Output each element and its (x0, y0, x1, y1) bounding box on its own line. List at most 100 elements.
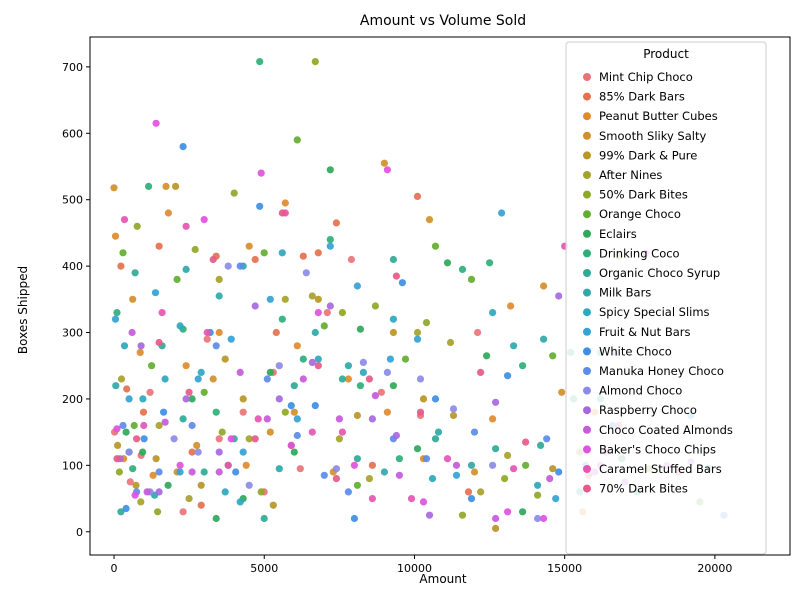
data-point (188, 468, 196, 476)
data-point (115, 468, 123, 476)
data-point (158, 309, 166, 317)
legend-marker (583, 367, 591, 375)
data-point (137, 342, 145, 350)
data-point (266, 428, 274, 436)
data-point (534, 491, 542, 499)
data-point (458, 511, 467, 519)
data-point (125, 395, 133, 403)
data-point (179, 415, 187, 423)
data-point (323, 309, 331, 317)
data-point (136, 348, 144, 356)
data-point (182, 222, 190, 230)
data-point (130, 421, 138, 430)
data-point (452, 471, 461, 479)
data-point (314, 295, 322, 303)
data-point (299, 375, 307, 383)
data-point (203, 328, 211, 337)
data-point (320, 471, 328, 479)
data-point (498, 209, 506, 217)
x-axis-label: Amount (419, 572, 466, 586)
data-point (332, 475, 340, 483)
data-point (467, 495, 476, 503)
data-point (215, 448, 223, 456)
data-point (386, 355, 394, 363)
data-point (470, 428, 479, 436)
data-point (260, 514, 268, 523)
data-point (489, 461, 497, 469)
data-point (537, 441, 545, 449)
data-point (314, 249, 322, 257)
data-point (110, 184, 118, 192)
data-point (383, 166, 391, 174)
data-point (215, 328, 223, 337)
legend-marker (583, 229, 591, 238)
legend-label: Spicy Special Slims (599, 305, 710, 319)
data-point (112, 382, 120, 390)
y-tick-label: 0 (76, 526, 83, 539)
data-point (422, 319, 431, 327)
data-point (377, 388, 385, 396)
data-point (549, 352, 557, 360)
data-point (308, 358, 316, 366)
data-point (470, 468, 479, 476)
data-point (419, 395, 428, 403)
data-point (117, 375, 126, 383)
x-axis-ticks: 0 5000 10000 15000 20000 (111, 555, 732, 575)
data-point (200, 468, 208, 476)
data-point (215, 292, 223, 300)
data-point (172, 182, 180, 190)
data-point (117, 262, 125, 270)
legend-items: Mint Chip Choco 85% Dark Bars Peanut Butte… (583, 70, 733, 496)
data-point (212, 514, 220, 523)
data-point (326, 242, 334, 250)
data-point (218, 428, 226, 436)
data-point (416, 408, 425, 416)
legend-label: Organic Choco Syrup (599, 266, 720, 280)
data-point (256, 58, 264, 66)
legend-label: Drinking Coco (599, 246, 680, 260)
data-point (483, 352, 491, 360)
x-tick-label: 10000 (397, 562, 432, 575)
data-point (311, 328, 319, 337)
data-point (256, 202, 264, 210)
data-point (401, 355, 410, 363)
data-point (188, 395, 196, 403)
data-point (344, 375, 352, 383)
data-point (113, 455, 121, 463)
data-point (245, 435, 253, 443)
y-tick-label: 300 (62, 327, 83, 340)
legend-marker (583, 131, 591, 140)
data-point (474, 328, 482, 337)
data-point (335, 435, 343, 443)
data-point (155, 421, 163, 430)
data-point (242, 461, 250, 469)
series-16 (125, 262, 620, 523)
data-point (344, 488, 352, 496)
data-point (155, 468, 163, 476)
data-point (133, 435, 141, 443)
data-point (425, 216, 434, 224)
legend-marker (583, 425, 591, 434)
data-point (148, 362, 156, 370)
points-layer (110, 58, 728, 533)
data-point (413, 445, 422, 453)
data-point (145, 182, 153, 190)
data-point (293, 342, 301, 350)
data-point (275, 395, 283, 403)
data-point (266, 368, 274, 376)
data-point (239, 448, 247, 456)
legend-label: Milk Bars (599, 286, 651, 300)
data-point (200, 388, 208, 396)
legend-label: Manuka Honey Choco (599, 364, 724, 378)
data-point (416, 375, 425, 383)
data-point (492, 445, 500, 453)
data-point (120, 216, 129, 224)
data-point (272, 328, 280, 337)
data-point (194, 375, 202, 383)
data-point (422, 455, 431, 463)
data-point (152, 119, 160, 127)
data-point (133, 222, 141, 230)
data-point (245, 481, 253, 489)
data-point (209, 375, 217, 383)
data-point (193, 441, 201, 449)
